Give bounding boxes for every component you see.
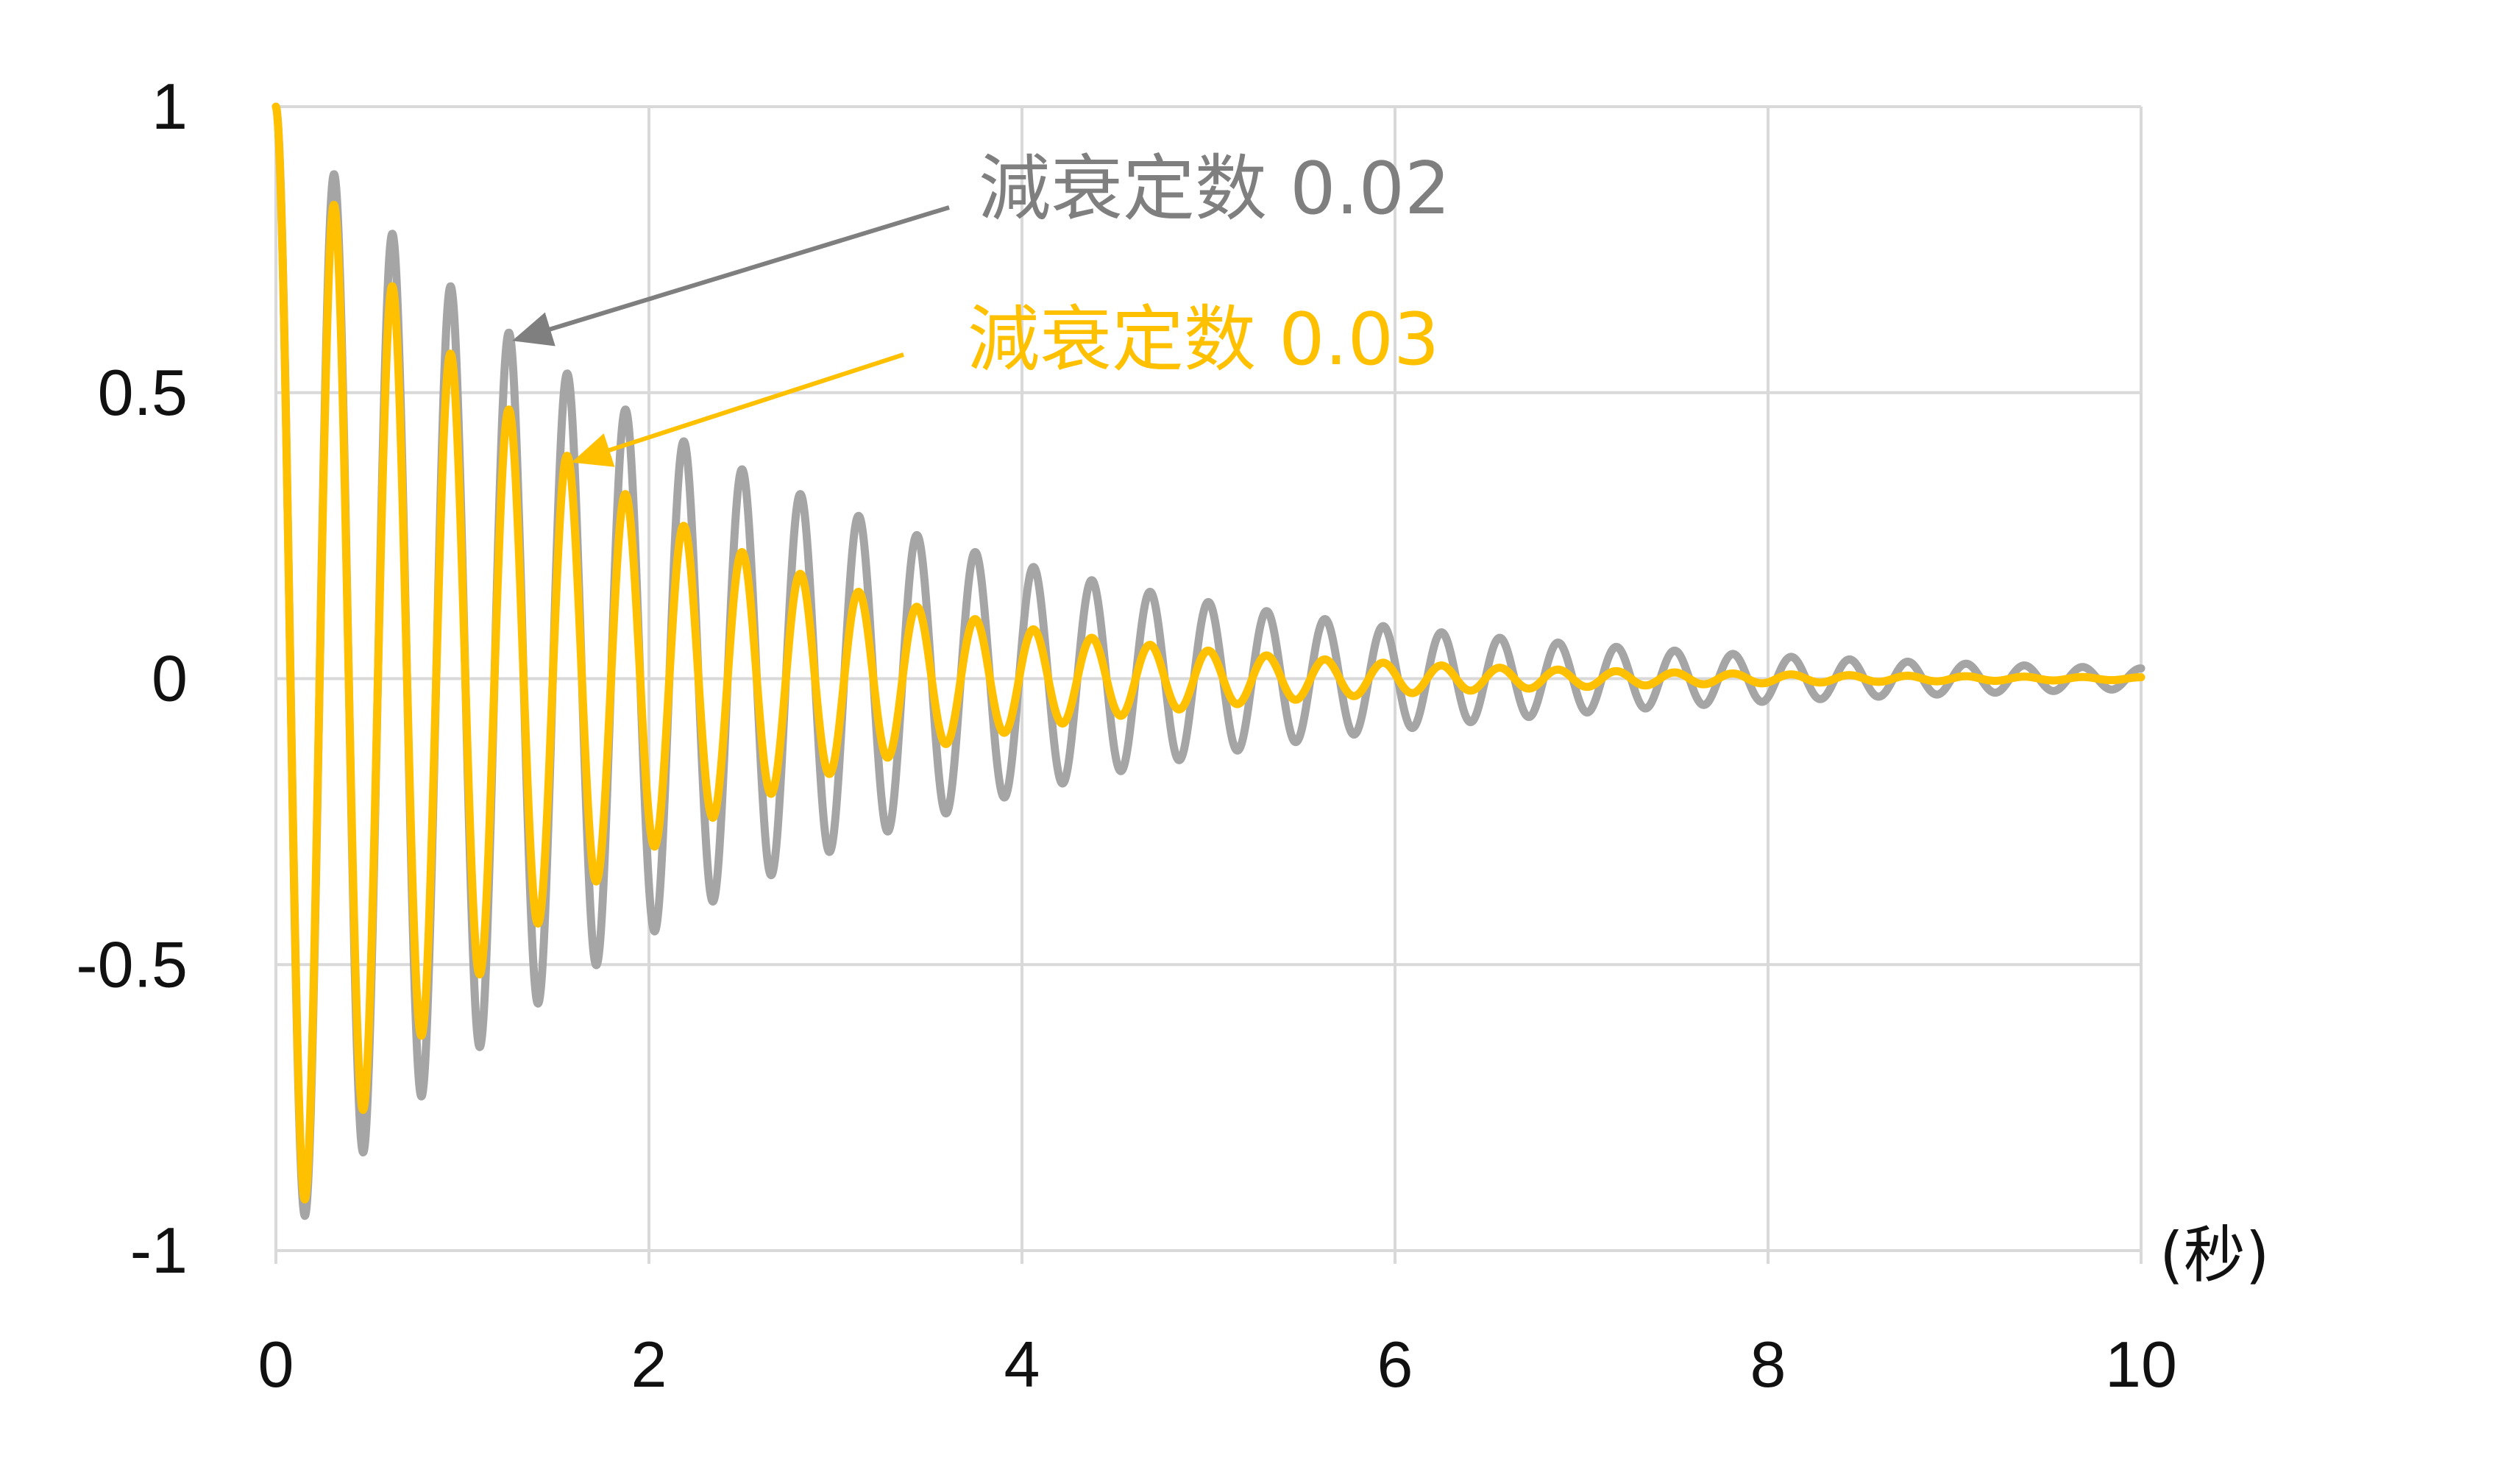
annotations: 減衰定数 0.02 減衰定数 0.03	[512, 147, 1450, 467]
y-tick-label: -1	[130, 1214, 188, 1287]
x-axis-unit-label: (秒)	[2159, 1219, 2270, 1291]
annotation-arrow-damping-002	[512, 205, 950, 346]
y-tick-label: 1	[152, 70, 188, 143]
x-tick-label: 4	[1004, 1328, 1040, 1401]
y-tick-label: -0.5	[76, 928, 188, 1000]
annotation-label-damping-002: 減衰定数 0.02	[979, 147, 1450, 231]
series-layer	[271, 102, 2145, 1220]
x-tick-label: 6	[1377, 1328, 1413, 1401]
x-tick-label: 10	[2105, 1328, 2177, 1401]
x-tick-labels: 0 2 4 6 8 10	[258, 1328, 2177, 1401]
x-tick-label: 8	[1750, 1328, 1786, 1401]
annotation-arrow-damping-003	[571, 352, 904, 467]
x-tick-label: 0	[258, 1328, 294, 1401]
x-tick-label: 2	[631, 1328, 667, 1401]
y-tick-label: 0	[152, 642, 188, 715]
annotation-label-damping-003: 減衰定数 0.03	[968, 298, 1439, 382]
y-tick-labels: 1 0.5 0 -0.5 -1	[76, 70, 188, 1287]
axes	[274, 107, 2143, 1264]
y-tick-label: 0.5	[98, 356, 188, 429]
series-line-damping-003	[271, 102, 2145, 1204]
